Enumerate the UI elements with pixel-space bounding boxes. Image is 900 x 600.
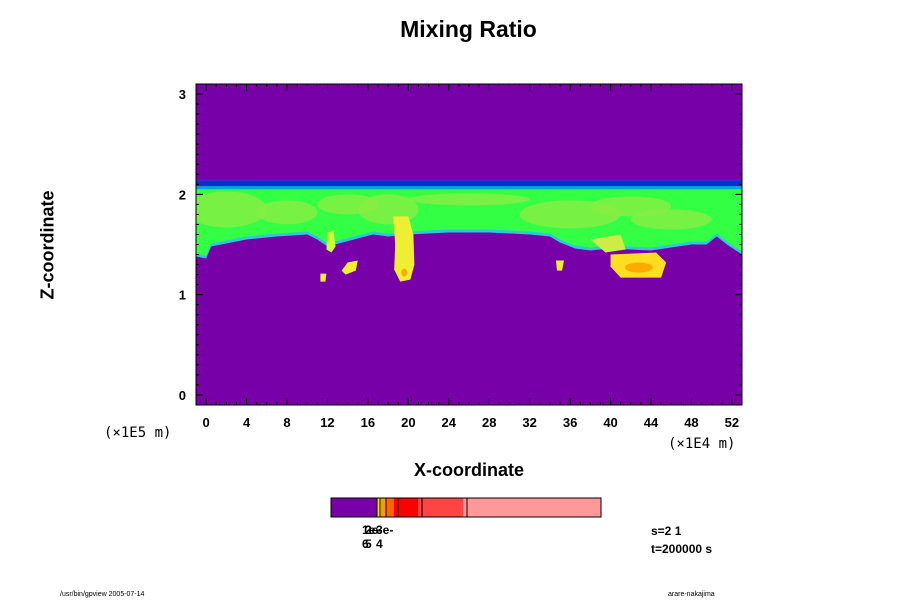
plume-core [624, 262, 653, 273]
colorbar-segment [386, 498, 394, 517]
colorbar-segment [394, 498, 418, 517]
x-tick-label: 36 [563, 415, 577, 430]
x-tick-label: 52 [725, 415, 739, 430]
colorbar-segment [377, 498, 381, 517]
x-axis-unit: (×1E4 m) [668, 436, 736, 452]
plume-core [401, 268, 408, 277]
x-tick-label: 16 [361, 415, 375, 430]
plume [393, 216, 415, 282]
layer-patch [196, 191, 267, 228]
heatmap-field [196, 179, 742, 282]
y-tick-label: 1 [179, 288, 186, 303]
layer-top-band-edge [196, 179, 742, 182]
x-tick-label: 44 [644, 415, 659, 430]
x-axis-ticks: 0 4 8 12 16 20 24 28 32 36 40 44 48 52 [202, 84, 739, 430]
colorbar-segment [381, 498, 386, 517]
x-tick-label: 12 [320, 415, 334, 430]
plume [590, 234, 626, 253]
y-tick-label: 2 [179, 187, 186, 202]
x-tick-label: 0 [202, 415, 209, 430]
info-t: t=200000 s [651, 542, 713, 556]
plume [341, 260, 358, 275]
colorbar-label-2: 2e-5 [365, 523, 383, 551]
layer-patch [408, 193, 530, 206]
colorbar-label-1: 1e-6 [362, 523, 380, 551]
y-tick-label: 3 [179, 87, 186, 102]
colorbar [330, 497, 602, 518]
plume [555, 260, 565, 271]
chart-title: Mixing Ratio [400, 16, 537, 42]
x-tick-label: 24 [442, 415, 457, 430]
y-axis-unit: (×1E5 m) [104, 425, 172, 441]
x-tick-label: 32 [522, 415, 536, 430]
x-tick-label: 4 [243, 415, 251, 430]
x-tick-label: 20 [401, 415, 415, 430]
y-axis-label: Z-coordinate [37, 190, 58, 300]
colorbar-segment [331, 498, 377, 517]
colorbar-segment [418, 498, 463, 517]
layer-patch [630, 209, 712, 230]
info-panel: s=2 1 t=200000 s [651, 522, 712, 558]
x-tick-label: 8 [283, 415, 290, 430]
footer-right: arare-nakajima [668, 591, 715, 598]
plume [326, 230, 336, 253]
info-s: s=2 1 [651, 524, 682, 538]
x-axis-label: X-coordinate [413, 460, 524, 480]
y-axis-ticks: 0 1 2 3 [179, 87, 742, 406]
x-tick-label: 40 [603, 415, 617, 430]
colorbar-segment [463, 498, 601, 517]
x-tick-label: 28 [482, 415, 496, 430]
y-tick-label: 0 [179, 388, 186, 403]
x-tick-label: 48 [684, 415, 698, 430]
colorbar-label-3: 3e-4 [376, 523, 394, 551]
footer-left: /usr/bin/gpview 2005-07-14 [60, 591, 145, 598]
layer-patch [256, 200, 318, 225]
layer-top-band [196, 181, 742, 187]
colorbar-frame [330, 497, 602, 518]
plume [320, 273, 327, 282]
layer-top-band-lower [196, 186, 742, 190]
